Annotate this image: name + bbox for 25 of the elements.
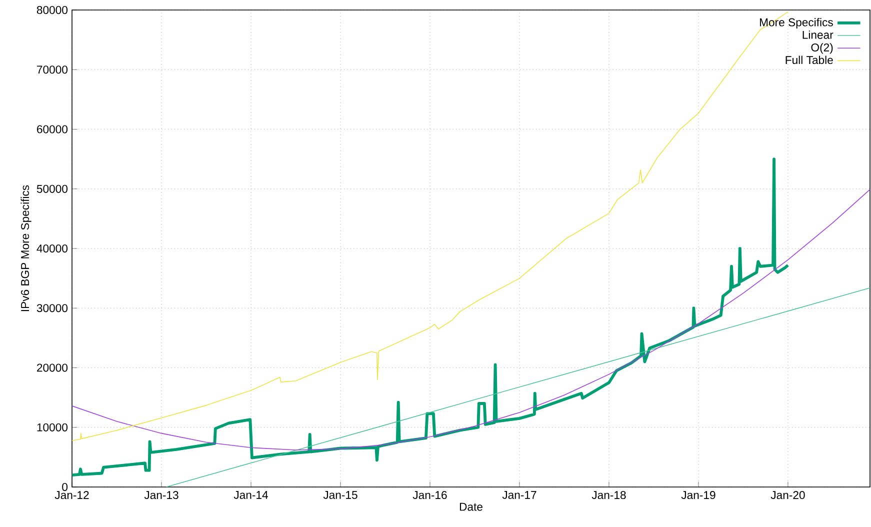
y-axis-title: IPv6 BGP More Specifics	[20, 185, 32, 312]
x-tick-label: Jan-15	[323, 491, 358, 499]
x-tick-label: Jan-16	[412, 491, 447, 500]
y-tick-label: 50000	[36, 184, 68, 193]
x-tick-label: Jan-18	[592, 491, 626, 500]
y-tick-label: 40000	[36, 244, 68, 252]
x-tick-label: Jan-13	[144, 491, 178, 500]
legend-label: Full Table	[786, 56, 833, 64]
x-tick-label: Jan-20	[770, 491, 805, 500]
x-tick-label: Jan-19	[681, 491, 716, 500]
legend-label: Linear	[802, 30, 834, 39]
x-tick-label: Jan-12	[54, 491, 89, 500]
y-tick-label: 60000	[37, 125, 68, 134]
y-tick-label: 80000	[36, 6, 68, 14]
y-tick-label: 10000	[37, 423, 68, 432]
x-tick-label: Jan-17	[502, 491, 536, 499]
x-axis-title: Date	[460, 502, 482, 511]
x-tick-label: Jan-14	[234, 491, 268, 499]
line-series	[72, 158, 790, 477]
y-tick-label: 70000	[37, 66, 68, 74]
legend-label: O(2)	[811, 43, 833, 54]
y-tick-label: 30000	[36, 304, 68, 312]
y-tick-label: 0	[62, 482, 68, 491]
line-series	[72, 189, 870, 450]
y-tick-label: 20000	[37, 364, 68, 372]
